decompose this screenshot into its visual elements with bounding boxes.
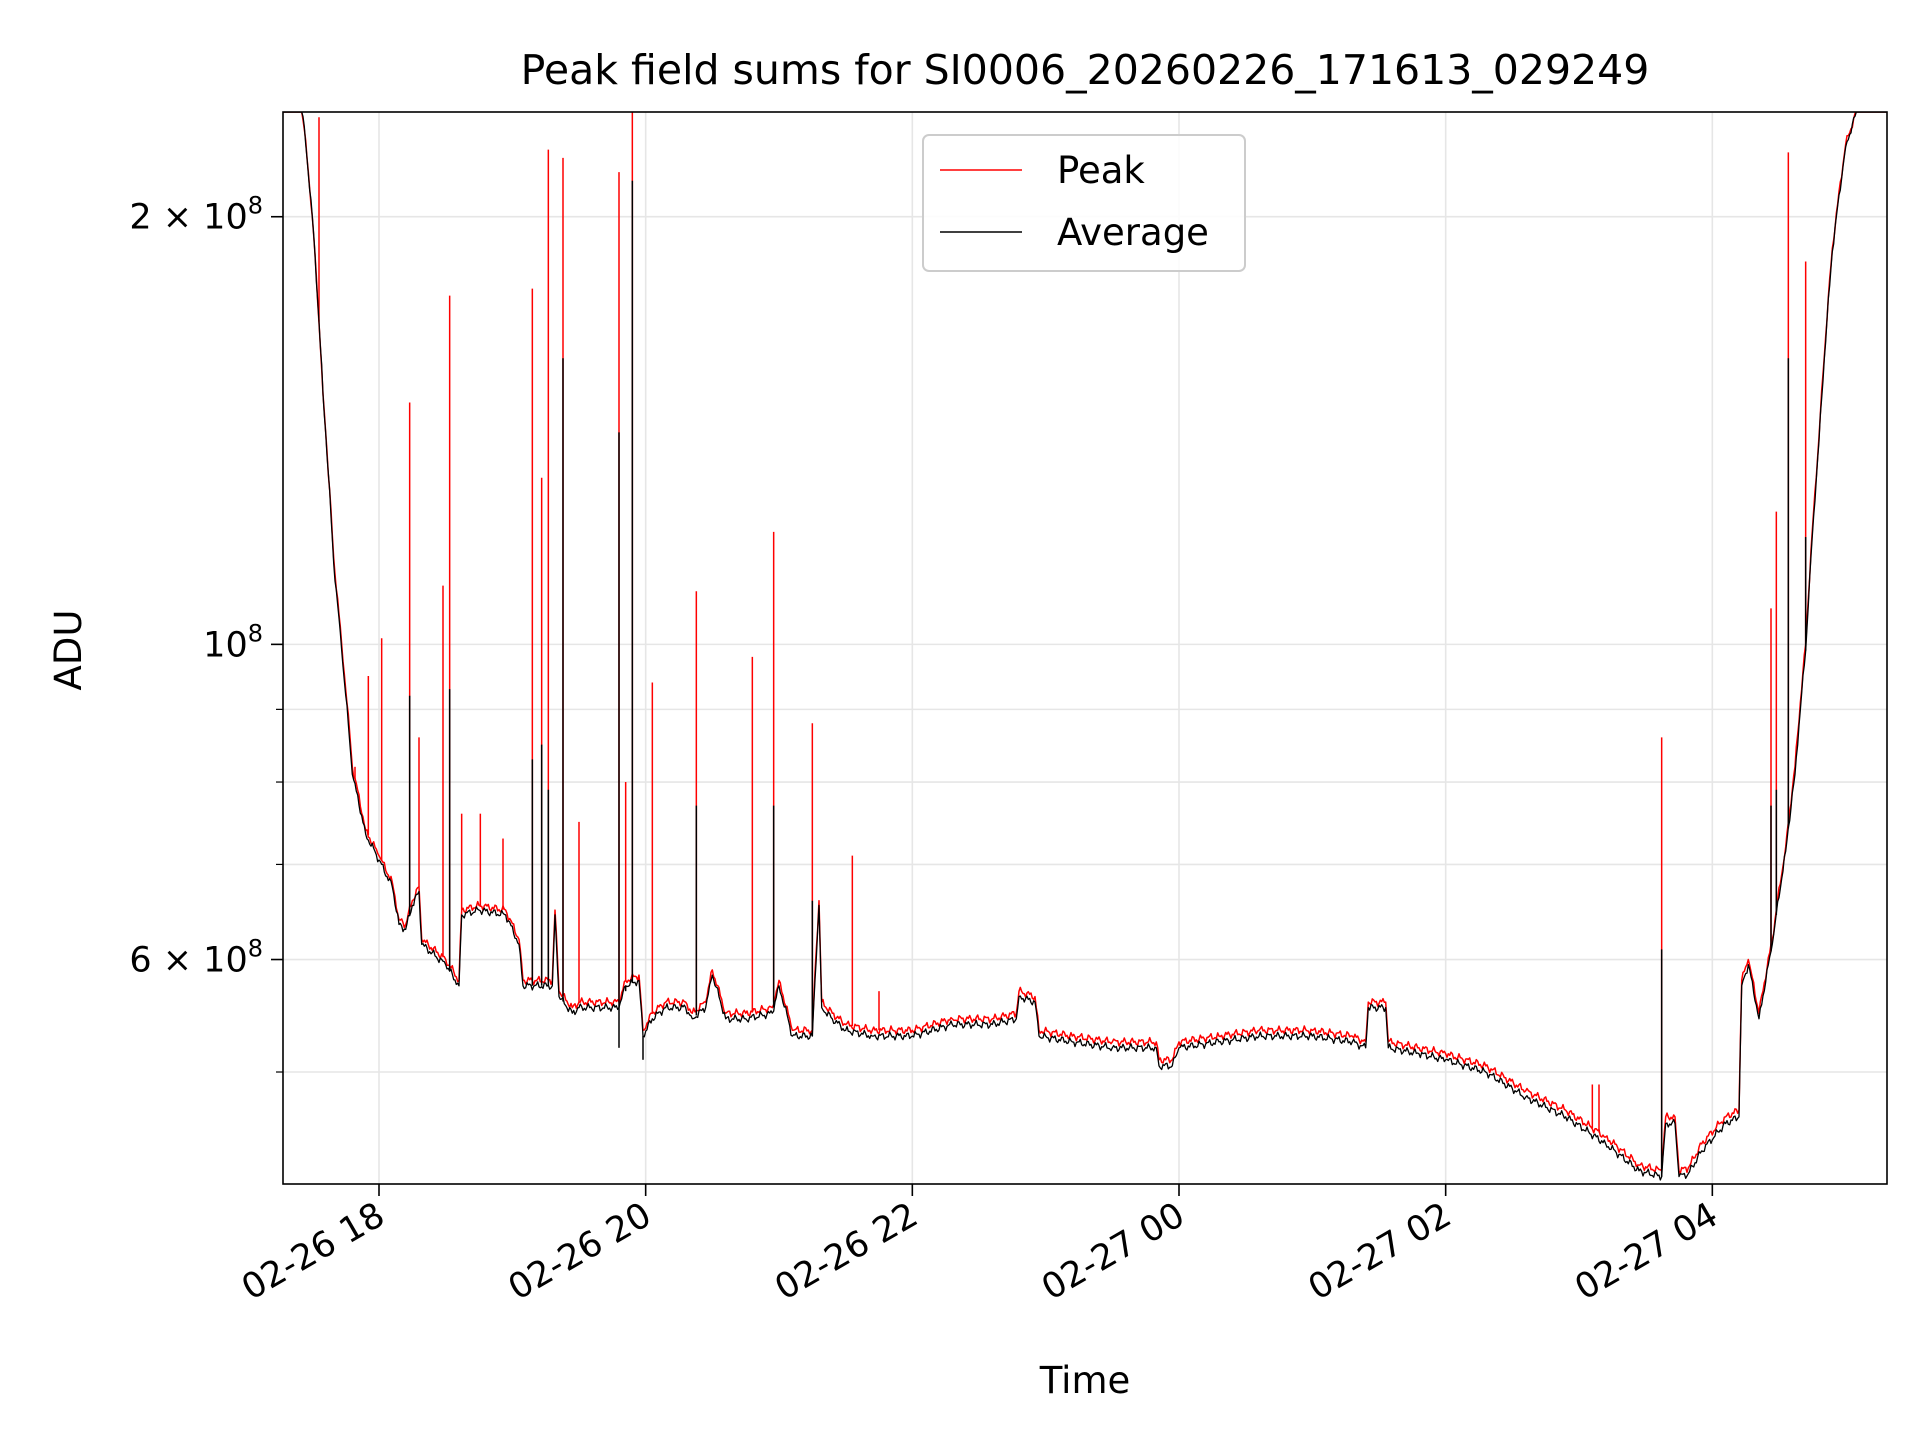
average-line xyxy=(283,112,1887,1181)
chart-title: Peak field sums for SI0006_20260226_1716… xyxy=(521,46,1650,94)
peak-line xyxy=(283,112,1887,1175)
legend-box xyxy=(922,134,1246,272)
y-axis: 6 × 108 108 2 × 108 xyxy=(129,192,283,1073)
series-layer xyxy=(283,112,1887,1181)
y-tick-label: 2 × 108 xyxy=(129,192,263,238)
x-axis-label: Time xyxy=(1039,1359,1131,1402)
y-tick-label: 6 × 108 xyxy=(129,935,263,981)
plot-area-frame xyxy=(282,111,1888,1185)
y-tick-label: 108 xyxy=(203,619,263,665)
legend-peak-label: Peak xyxy=(1057,149,1145,192)
legend: Peak Average xyxy=(922,134,1246,272)
average-series xyxy=(283,112,1887,1181)
y-axis-label: ADU xyxy=(47,610,90,691)
grid-lines xyxy=(283,112,1887,1184)
legend-average-label: Average xyxy=(1057,211,1209,254)
